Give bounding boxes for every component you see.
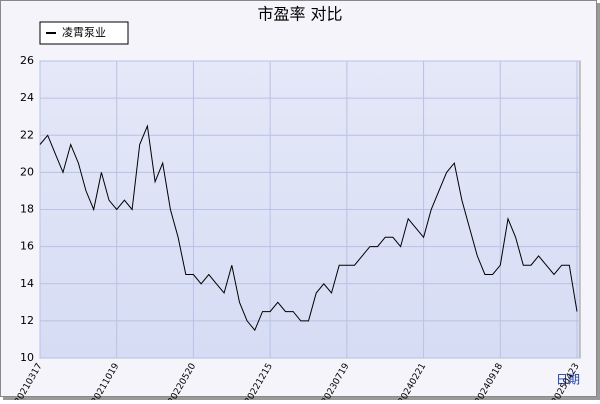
shadow	[3, 397, 600, 400]
y-tick-label: 22	[20, 128, 34, 141]
y-tick-label: 14	[20, 277, 34, 290]
legend-label: 凌霄泵业	[62, 25, 106, 39]
x-axis-label: 日期	[556, 373, 580, 387]
y-tick-label: 26	[20, 54, 34, 67]
y-tick-label: 24	[20, 91, 34, 104]
series-line	[39, 124, 578, 332]
y-tick-label: 10	[20, 351, 34, 364]
y-tick-label: 20	[20, 165, 34, 178]
y-tick-label: 18	[20, 203, 34, 216]
y-tick-label: 12	[20, 314, 34, 327]
y-tick-label: 16	[20, 240, 34, 253]
legend-box	[39, 21, 129, 45]
chart-title: 市盈率 对比	[257, 5, 342, 24]
shadow	[597, 3, 600, 400]
